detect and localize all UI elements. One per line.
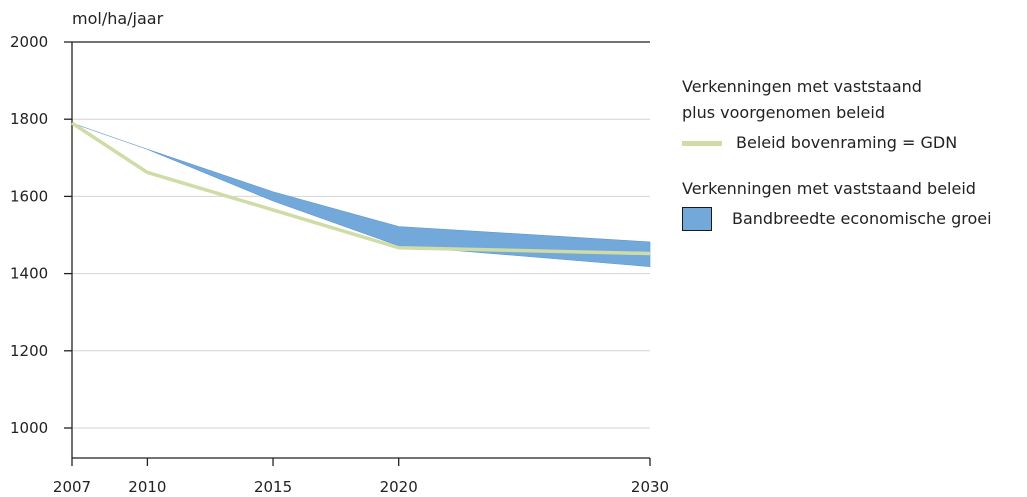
legend-item-gdn: Beleid bovenraming = GDN: [682, 128, 1022, 158]
legend-band-swatch: [682, 207, 712, 231]
y-tick-label: 1200: [10, 342, 48, 360]
legend: Verkenningen met vaststaand plus voorgen…: [682, 74, 1022, 234]
chart-marks: [71, 121, 651, 267]
legend-group-policy: Verkenningen met vaststaand beleid Bandb…: [682, 176, 1022, 234]
y-tick-label: 1600: [10, 187, 48, 205]
legend-group-policy-plus: Verkenningen met vaststaand plus voorgen…: [682, 74, 1022, 158]
x-tick-label: 2020: [380, 478, 418, 496]
y-axis-ticks: 1000 1200 1400 1600 1800 2000: [10, 33, 73, 458]
legend-heading-line2: plus voorgenomen beleid: [682, 103, 885, 122]
legend-heading-line1: Verkenningen met vaststaand: [682, 77, 922, 96]
y-tick-label: 2000: [10, 33, 48, 51]
x-axis-ticks: 2007 2010 2015 2020 2030: [53, 457, 669, 496]
x-tick-label: 2015: [254, 478, 292, 496]
legend-item-label: Beleid bovenraming = GDN: [736, 133, 958, 152]
legend-item-label: Bandbreedte economische groei: [732, 209, 992, 228]
x-tick-label: 2007: [53, 478, 91, 496]
gridlines: [72, 41, 650, 429]
x-tick-label: 2030: [631, 478, 669, 496]
band-area-economische-groei: [71, 122, 651, 267]
legend-item-band: Bandbreedte economische groei: [682, 204, 1022, 234]
y-tick-label: 1000: [10, 419, 48, 437]
y-tick-label: 1800: [10, 110, 48, 128]
series-line-gdn: [71, 121, 651, 256]
y-tick-label: 1400: [10, 265, 48, 283]
legend-line-swatch: [682, 140, 722, 146]
legend-heading: Verkenningen met vaststaand beleid: [682, 179, 976, 198]
x-tick-label: 2010: [128, 478, 166, 496]
y-axis-label: mol/ha/jaar: [72, 9, 164, 28]
